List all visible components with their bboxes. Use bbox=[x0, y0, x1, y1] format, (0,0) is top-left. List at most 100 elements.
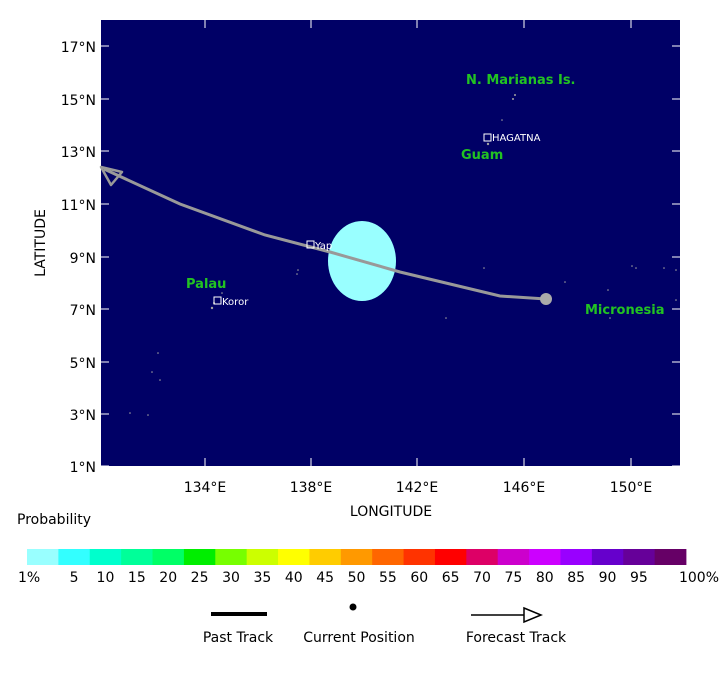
scale-label: 15 bbox=[128, 570, 146, 586]
y-axis-label: LATITUDE bbox=[33, 209, 49, 277]
region-label-n-marianas: N. Marianas Is. bbox=[466, 73, 576, 88]
lon-tick: 142°E bbox=[396, 20, 439, 496]
scale-swatch bbox=[278, 549, 310, 565]
scale-label: 10 bbox=[97, 570, 115, 586]
x-axis-label: LONGITUDE bbox=[350, 504, 432, 520]
scale-swatch bbox=[497, 549, 530, 565]
svg-text:142°E: 142°E bbox=[396, 480, 439, 496]
svg-text:1°N: 1°N bbox=[70, 460, 96, 476]
lat-tick: 15°N bbox=[61, 93, 680, 109]
city-koror: Koror bbox=[213, 296, 249, 308]
forecast-track-label: Forecast Track bbox=[466, 630, 567, 646]
scale-swatch bbox=[434, 549, 467, 565]
city-yap: Yap bbox=[306, 240, 332, 252]
past-track-label: Past Track bbox=[203, 630, 274, 646]
lat-tick: 7°N bbox=[70, 303, 680, 319]
scale-label: 100% bbox=[679, 570, 719, 586]
latitude-axis: 1°N 3°N 5°N 7°N 9°N 11°N 13°N 15°N 17°N bbox=[61, 40, 680, 476]
svg-text:138°E: 138°E bbox=[290, 480, 333, 496]
svg-text:146°E: 146°E bbox=[503, 480, 546, 496]
lat-tick: 3°N bbox=[70, 408, 680, 424]
region-label-palau: Palau bbox=[186, 277, 226, 292]
city-label-yap: Yap bbox=[314, 241, 332, 252]
scale-label: 75 bbox=[504, 570, 522, 586]
current-position-marker bbox=[540, 293, 552, 305]
current-position-symbol bbox=[349, 603, 357, 611]
city-marker-icon bbox=[213, 296, 222, 305]
scale-label: 20 bbox=[159, 570, 177, 586]
current-position-label: Current Position bbox=[303, 630, 415, 646]
svg-text:7°N: 7°N bbox=[70, 303, 96, 319]
scale-swatch bbox=[403, 549, 436, 565]
scale-swatch bbox=[58, 549, 91, 565]
scale-label: 55 bbox=[379, 570, 397, 586]
scale-swatch bbox=[654, 549, 687, 565]
svg-text:11°N: 11°N bbox=[61, 198, 96, 214]
lon-tick: 138°E bbox=[290, 20, 333, 496]
svg-text:15°N: 15°N bbox=[61, 93, 96, 109]
scale-label: 25 bbox=[191, 570, 209, 586]
scale-swatch bbox=[466, 549, 499, 565]
svg-text:5°N: 5°N bbox=[70, 356, 96, 372]
scale-swatch bbox=[623, 549, 656, 565]
svg-text:9°N: 9°N bbox=[70, 251, 96, 267]
scale-swatch bbox=[27, 549, 59, 565]
scale-swatch bbox=[89, 549, 122, 565]
svg-text:17°N: 17°N bbox=[61, 40, 96, 56]
forecast-track-arrow-icon bbox=[471, 606, 543, 624]
scale-label: 85 bbox=[567, 570, 585, 586]
scale-label: 35 bbox=[253, 570, 271, 586]
region-label-guam: Guam bbox=[461, 148, 503, 163]
svg-text:134°E: 134°E bbox=[184, 480, 227, 496]
city-hagatna: HAGATNA bbox=[483, 133, 541, 144]
scale-label: 40 bbox=[285, 570, 303, 586]
scale-label: 5 bbox=[70, 570, 79, 586]
scale-label: 45 bbox=[316, 570, 334, 586]
scale-swatch bbox=[183, 549, 216, 565]
svg-text:150°E: 150°E bbox=[610, 480, 653, 496]
scale-label: 70 bbox=[473, 570, 491, 586]
scale-swatch bbox=[121, 549, 153, 565]
city-label-hagatna: HAGATNA bbox=[492, 133, 541, 144]
city-label-koror: Koror bbox=[222, 297, 249, 308]
scale-swatch bbox=[340, 549, 373, 565]
scale-swatch bbox=[215, 549, 248, 565]
lat-tick: 17°N bbox=[61, 40, 680, 56]
scale-swatch bbox=[246, 549, 279, 565]
scale-label: 80 bbox=[536, 570, 554, 586]
svg-text:13°N: 13°N bbox=[61, 145, 96, 161]
lon-tick: 134°E bbox=[184, 20, 227, 496]
probability-title: Probability bbox=[17, 512, 91, 528]
lon-tick: 146°E bbox=[503, 20, 546, 496]
lat-tick: 9°N bbox=[70, 251, 680, 267]
scale-swatch bbox=[372, 549, 404, 565]
forecast-track-arrowhead bbox=[99, 165, 124, 187]
scale-label: 50 bbox=[348, 570, 366, 586]
lat-tick: 13°N bbox=[61, 145, 680, 161]
probability-color-scale: 1% 5 10 15 20 25 30 35 40 45 50 55 60 65 70 75 80 85 90 95 1… bbox=[18, 549, 719, 586]
city-marker-icon bbox=[483, 133, 492, 142]
forecast-track-line bbox=[103, 167, 547, 301]
svg-text:3°N: 3°N bbox=[70, 408, 96, 424]
scale-label: 65 bbox=[442, 570, 460, 586]
scale-label: 95 bbox=[630, 570, 648, 586]
scale-label: 30 bbox=[222, 570, 240, 586]
scale-swatch bbox=[529, 549, 561, 565]
symbol-legend: Past Track Current Position Forecast Tra… bbox=[203, 603, 567, 646]
region-label-micronesia: Micronesia bbox=[585, 303, 664, 318]
lat-tick: 11°N bbox=[61, 198, 680, 214]
scale-swatch bbox=[309, 549, 342, 565]
scale-label: 60 bbox=[410, 570, 428, 586]
scale-label: 90 bbox=[599, 570, 617, 586]
map-panel: HAGATNA Yap Koror N. Marianas Is. Guam P… bbox=[99, 20, 680, 466]
lat-tick: 1°N bbox=[70, 460, 680, 476]
longitude-axis: 134°E 138°E 142°E 146°E 150°E bbox=[184, 20, 653, 496]
lon-tick: 150°E bbox=[610, 20, 653, 496]
scale-swatch bbox=[152, 549, 185, 565]
lat-tick: 5°N bbox=[70, 356, 680, 372]
scale-swatch bbox=[591, 549, 624, 565]
city-marker-icon bbox=[306, 240, 315, 249]
scale-label: 1% bbox=[18, 570, 40, 586]
scale-swatch bbox=[560, 549, 593, 565]
